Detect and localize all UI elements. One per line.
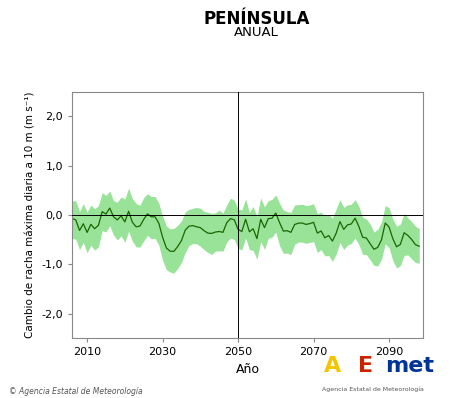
Text: E: E xyxy=(358,356,373,376)
Text: A: A xyxy=(324,356,341,376)
Text: ANUAL: ANUAL xyxy=(234,26,279,39)
Text: © Agencia Estatal de Meteorología: © Agencia Estatal de Meteorología xyxy=(9,387,143,396)
X-axis label: Año: Año xyxy=(235,363,260,376)
Text: met: met xyxy=(385,356,434,376)
Text: Agencia Estatal de Meteorología: Agencia Estatal de Meteorología xyxy=(322,386,423,392)
Y-axis label: Cambio de racha máxima diaria a 10 m (m s⁻¹): Cambio de racha máxima diaria a 10 m (m … xyxy=(26,92,36,338)
Text: PENÍNSULA: PENÍNSULA xyxy=(203,10,310,28)
